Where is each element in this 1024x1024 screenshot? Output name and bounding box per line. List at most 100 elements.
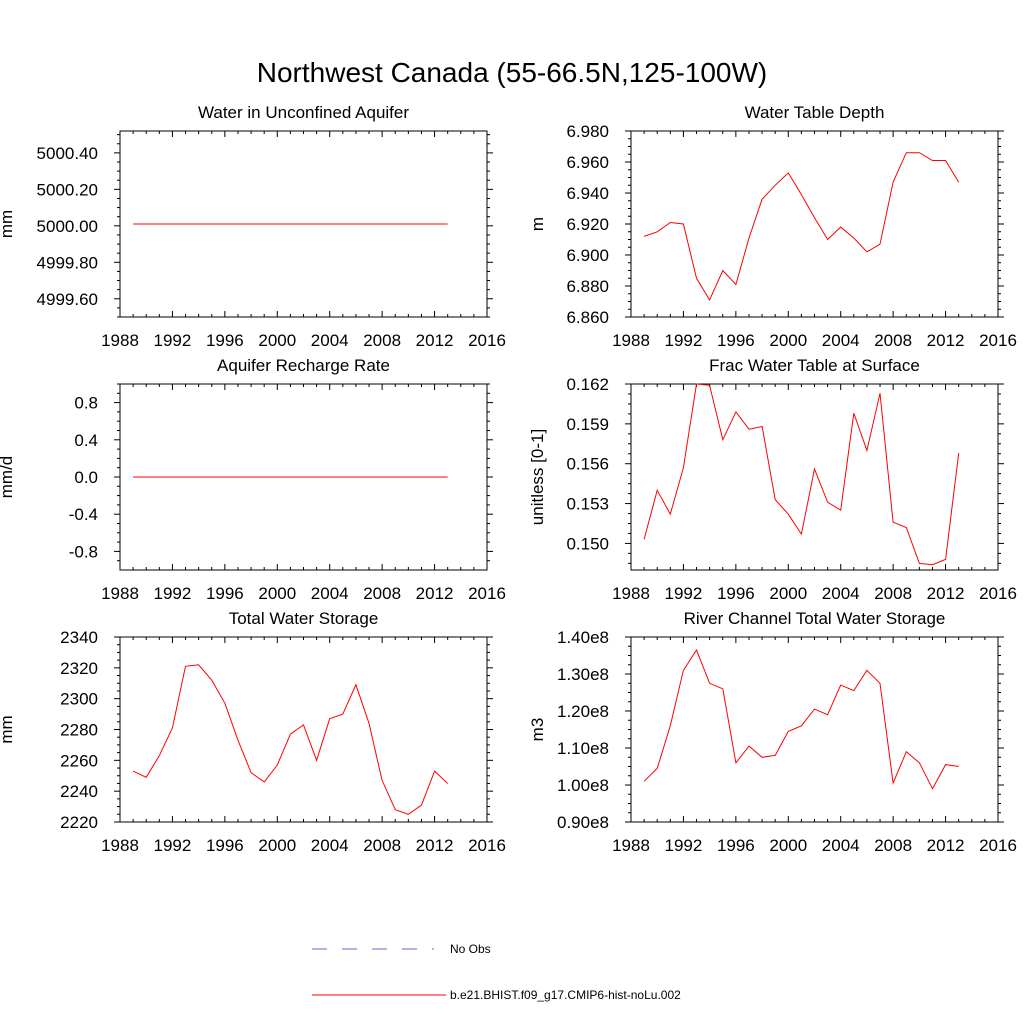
y-tick-label: 2260 xyxy=(60,751,98,770)
chart-title: Aquifer Recharge Rate xyxy=(217,356,390,375)
chart-title: Total Water Storage xyxy=(229,609,379,628)
x-tick-label: 2008 xyxy=(874,331,912,350)
figure-title: Northwest Canada (55-66.5N,125-100W) xyxy=(257,57,767,88)
x-tick-label: 2004 xyxy=(822,836,860,855)
chart-title: River Channel Total Water Storage xyxy=(684,609,946,628)
chart-panel: River Channel Total Water Storage 1988 199… xyxy=(528,609,1017,855)
x-tick-label: 1988 xyxy=(612,836,650,855)
x-tick-label: 2004 xyxy=(311,836,349,855)
x-tick-label: 1996 xyxy=(717,836,755,855)
y-tick-label: 6.900 xyxy=(566,246,609,265)
x-tick-label: 1992 xyxy=(665,584,703,603)
y-tick-label: 6.920 xyxy=(566,215,609,234)
y-tick-label: 6.880 xyxy=(566,277,609,296)
x-tick-label: 2012 xyxy=(927,584,965,603)
x-tick-label: 2008 xyxy=(874,836,912,855)
x-tick-label: 2000 xyxy=(769,836,807,855)
series-line xyxy=(132,664,449,815)
y-tick-label: -0.8 xyxy=(69,542,98,561)
x-tick-label: 1988 xyxy=(612,331,650,350)
chart-panel: Water in Unconfined Aquifer 1988 1992 1996 2… xyxy=(0,103,506,350)
y-tick-label: 6.980 xyxy=(566,122,609,141)
x-tick-label: 2016 xyxy=(979,584,1017,603)
y-tick-label: 0.4 xyxy=(74,431,98,450)
x-tick-label: 1996 xyxy=(206,584,244,603)
x-tick-label: 1988 xyxy=(101,584,139,603)
x-tick-label: 1992 xyxy=(154,331,192,350)
y-axis-label: unitless [0-1] xyxy=(528,429,547,525)
chart-title: Frac Water Table at Surface xyxy=(709,356,920,375)
x-tick-label: 2000 xyxy=(258,331,296,350)
y-tick-label: 5000.20 xyxy=(37,180,98,199)
x-tick-label: 1996 xyxy=(717,584,755,603)
x-tick-label: 2016 xyxy=(979,836,1017,855)
x-tick-label: 2016 xyxy=(468,331,506,350)
y-tick-label: 1.20e8 xyxy=(557,702,609,721)
x-tick-label: 2008 xyxy=(363,836,401,855)
x-tick-label: 2000 xyxy=(769,331,807,350)
x-tick-label: 1988 xyxy=(612,584,650,603)
x-tick-label: 1992 xyxy=(154,836,192,855)
x-tick-label: 1992 xyxy=(154,584,192,603)
y-tick-label: 5000.40 xyxy=(37,144,98,163)
x-tick-label: 2016 xyxy=(979,331,1017,350)
y-axis-label: mm xyxy=(0,715,16,743)
y-tick-label: 0.150 xyxy=(566,534,609,553)
x-tick-label: 2004 xyxy=(822,584,860,603)
x-tick-label: 2008 xyxy=(363,331,401,350)
x-tick-label: 2012 xyxy=(927,836,965,855)
y-tick-label: 0.90e8 xyxy=(557,813,609,832)
x-tick-label: 2000 xyxy=(258,584,296,603)
x-tick-label: 1988 xyxy=(101,331,139,350)
y-tick-label: 0.0 xyxy=(74,468,98,487)
y-tick-label: 0.159 xyxy=(566,415,609,434)
series-line xyxy=(643,648,959,790)
series-line xyxy=(643,152,960,301)
y-tick-label: 1.30e8 xyxy=(557,665,609,684)
y-axis-label: mm/d xyxy=(0,456,16,499)
y-tick-label: 2280 xyxy=(60,721,98,740)
chart-panel: Water Table Depth 1988 1992 1996 2000 2004 200… xyxy=(528,103,1017,350)
chart-panel: Total Water Storage 1988 1992 1996 2000 2004 2… xyxy=(0,609,506,855)
plot-frame xyxy=(630,383,999,571)
chart-panel: Aquifer Recharge Rate 1988 1992 1996 2000 200… xyxy=(0,356,506,603)
x-tick-label: 2016 xyxy=(468,836,506,855)
y-tick-label: 2340 xyxy=(60,628,98,647)
x-tick-label: 2000 xyxy=(258,836,296,855)
x-tick-label: 2000 xyxy=(769,584,807,603)
x-tick-label: 2012 xyxy=(416,584,454,603)
y-tick-label: 0.153 xyxy=(566,495,609,514)
y-tick-label: 0.162 xyxy=(566,375,609,394)
x-tick-label: 2016 xyxy=(468,584,506,603)
chart-title: Water Table Depth xyxy=(745,103,885,122)
y-tick-label: 4999.80 xyxy=(37,253,98,272)
legend: No Obs b.e21.BHIST.f09_g17.CMIP6-hist-no… xyxy=(312,942,681,1002)
y-tick-label: 5000.00 xyxy=(37,217,98,236)
panels: Water in Unconfined Aquifer 1988 1992 1996 2… xyxy=(0,103,1017,855)
y-tick-label: 1.00e8 xyxy=(557,776,609,795)
y-tick-label: 1.40e8 xyxy=(557,628,609,647)
chart-panel: Frac Water Table at Surface 1988 1992 1996 2… xyxy=(528,356,1017,603)
y-tick-label: 1.10e8 xyxy=(557,739,609,758)
y-tick-label: 6.940 xyxy=(566,184,609,203)
x-tick-label: 2004 xyxy=(311,331,349,350)
x-tick-label: 2004 xyxy=(822,331,860,350)
y-axis-label: m3 xyxy=(528,718,547,742)
legend-obs-label: No Obs xyxy=(450,942,491,956)
y-tick-label: 2240 xyxy=(60,782,98,801)
x-tick-label: 1992 xyxy=(665,836,703,855)
y-tick-label: 0.8 xyxy=(74,394,98,413)
y-tick-label: 0.156 xyxy=(566,455,609,474)
plot-frame xyxy=(630,130,999,318)
x-tick-label: 1988 xyxy=(101,836,139,855)
x-tick-label: 2008 xyxy=(874,584,912,603)
x-tick-label: 1996 xyxy=(717,331,755,350)
x-tick-label: 2008 xyxy=(363,584,401,603)
y-axis-label: mm xyxy=(0,210,16,238)
x-tick-label: 1992 xyxy=(665,331,703,350)
y-axis-label: m xyxy=(528,217,547,231)
y-tick-label: 6.860 xyxy=(566,308,609,327)
x-tick-label: 1996 xyxy=(206,331,244,350)
